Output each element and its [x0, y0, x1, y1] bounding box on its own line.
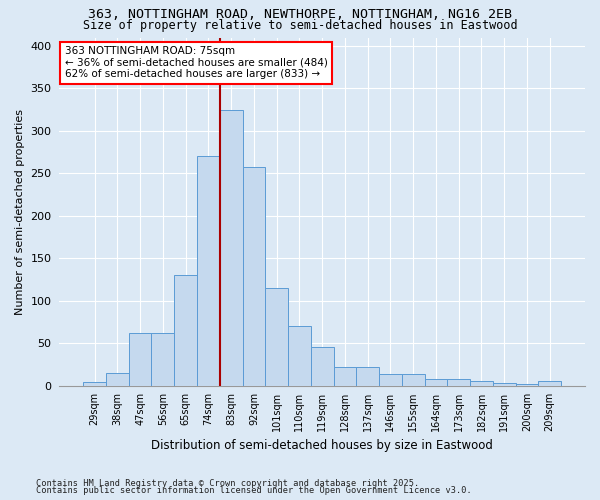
- Bar: [151, 333, 174, 386]
- Bar: [470, 382, 493, 386]
- Bar: [288, 326, 311, 386]
- Bar: [356, 367, 379, 386]
- Bar: [242, 166, 265, 386]
- Bar: [334, 367, 356, 386]
- Text: Contains public sector information licensed under the Open Government Licence v3: Contains public sector information licen…: [36, 486, 472, 495]
- Bar: [197, 156, 220, 386]
- Bar: [311, 348, 334, 386]
- Bar: [83, 382, 106, 386]
- Bar: [265, 288, 288, 386]
- Text: 363 NOTTINGHAM ROAD: 75sqm
← 36% of semi-detached houses are smaller (484)
62% o: 363 NOTTINGHAM ROAD: 75sqm ← 36% of semi…: [65, 46, 328, 80]
- Text: Size of property relative to semi-detached houses in Eastwood: Size of property relative to semi-detach…: [83, 19, 517, 32]
- Bar: [448, 379, 470, 386]
- Bar: [379, 374, 402, 386]
- Text: 363, NOTTINGHAM ROAD, NEWTHORPE, NOTTINGHAM, NG16 2EB: 363, NOTTINGHAM ROAD, NEWTHORPE, NOTTING…: [88, 8, 512, 20]
- Bar: [538, 382, 561, 386]
- Bar: [129, 333, 151, 386]
- Bar: [515, 384, 538, 386]
- X-axis label: Distribution of semi-detached houses by size in Eastwood: Distribution of semi-detached houses by …: [151, 440, 493, 452]
- Bar: [425, 379, 448, 386]
- Bar: [106, 373, 129, 386]
- Y-axis label: Number of semi-detached properties: Number of semi-detached properties: [15, 108, 25, 314]
- Bar: [402, 374, 425, 386]
- Bar: [174, 275, 197, 386]
- Bar: [493, 383, 515, 386]
- Bar: [220, 110, 242, 386]
- Text: Contains HM Land Registry data © Crown copyright and database right 2025.: Contains HM Land Registry data © Crown c…: [36, 478, 419, 488]
